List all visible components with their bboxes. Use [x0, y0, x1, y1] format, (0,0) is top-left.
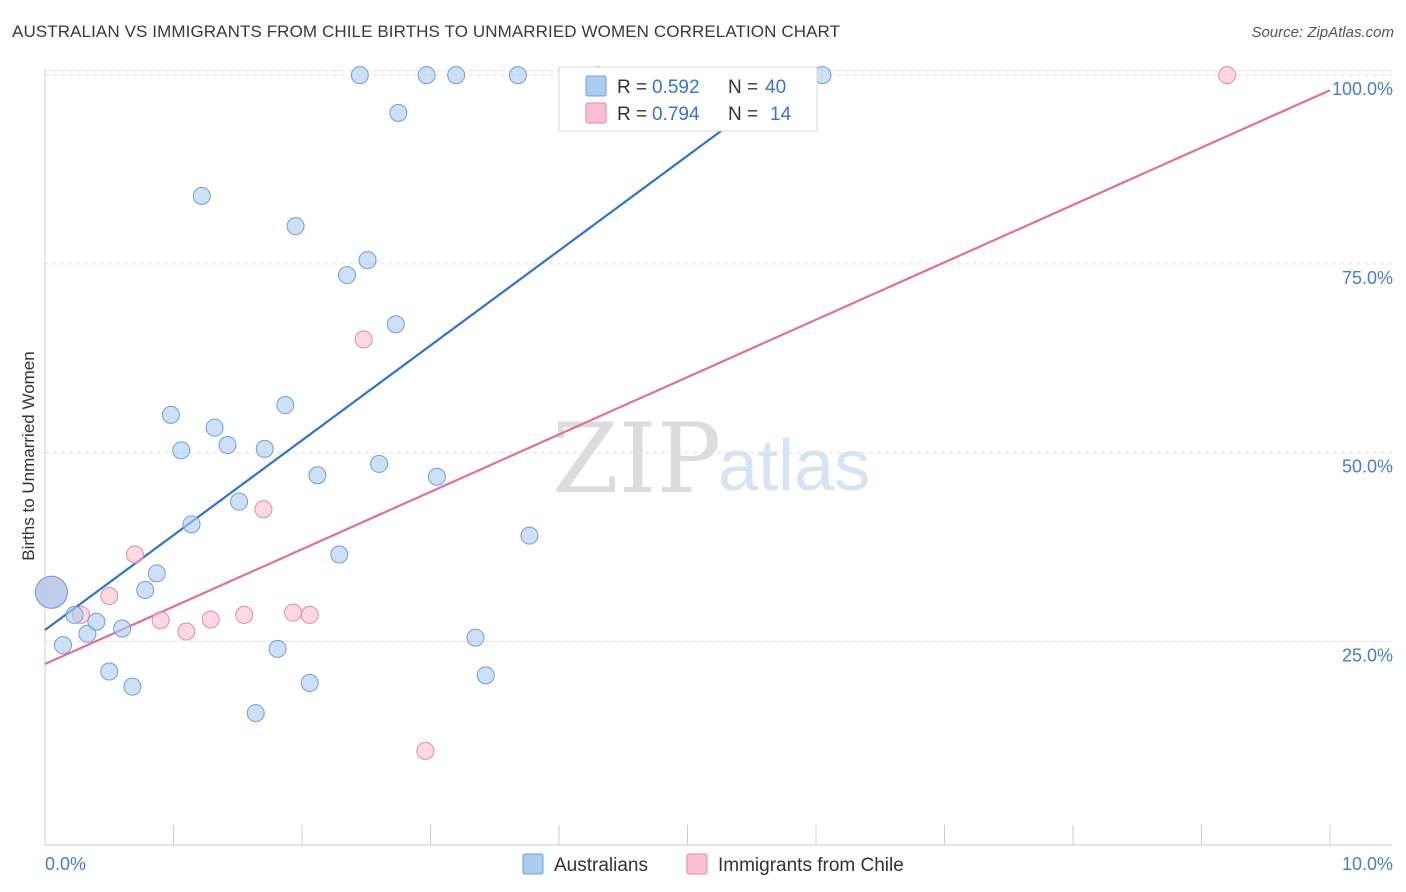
legend-swatch-chile	[585, 102, 607, 124]
legend-r-value: 0.592	[652, 77, 700, 98]
series-legend: Australians Immigrants from Chile	[522, 853, 904, 876]
point-australians	[300, 673, 319, 692]
x-tick-label: 0.0%	[45, 854, 86, 874]
point-australians	[192, 186, 211, 205]
point-chile	[284, 603, 303, 622]
point-australians	[337, 266, 356, 285]
point-australians	[230, 492, 249, 511]
point-australians	[350, 66, 369, 85]
trend-line-australians	[44, 74, 798, 631]
legend-label-chile: Immigrants from Chile	[718, 855, 904, 876]
y-tick-label: 25.0%	[1342, 645, 1393, 665]
y-axis-label: Births to Unmarried Women	[19, 351, 38, 560]
point-australians	[255, 439, 274, 458]
point-australians	[147, 564, 166, 583]
axes	[44, 70, 1392, 846]
point-chile	[416, 741, 435, 760]
point-chile	[354, 330, 373, 349]
point-chile	[177, 622, 196, 641]
watermark-atlas: atlas	[718, 426, 870, 506]
point-australians	[182, 515, 201, 534]
point-australians	[172, 441, 191, 460]
point-australians	[136, 581, 155, 600]
x-tick-labels: 0.0% 10.0%	[45, 854, 1393, 874]
point-australians	[427, 467, 446, 486]
point-australians	[370, 454, 389, 473]
point-australians	[34, 575, 68, 609]
y-tick-label: 75.0%	[1342, 268, 1393, 288]
legend-n-value: 14	[770, 104, 792, 125]
point-chile	[201, 610, 220, 629]
point-australians	[113, 619, 132, 638]
stats-legend: R = 0.592 N = 40 R = 0.794 N = 14	[558, 66, 818, 132]
point-australians	[308, 466, 327, 485]
point-chile	[100, 587, 119, 606]
chart-title: AUSTRALIAN VS IMMIGRANTS FROM CHILE BIRT…	[12, 22, 841, 41]
point-australians	[476, 666, 495, 685]
point-australians	[389, 103, 408, 122]
point-australians	[417, 66, 436, 85]
y-tick-labels: 25.0% 50.0% 75.0% 100.0%	[1332, 79, 1393, 665]
point-australians	[53, 636, 72, 655]
point-chile	[300, 605, 319, 624]
y-tick-label: 50.0%	[1342, 457, 1393, 477]
y-tick-label: 100.0%	[1332, 79, 1393, 99]
legend-n-value: 40	[765, 77, 786, 98]
point-australians	[87, 612, 106, 631]
legend-r-label: R =	[617, 77, 647, 98]
legend-swatch-australians	[522, 853, 544, 875]
point-australians	[276, 396, 295, 415]
point-australians	[161, 405, 180, 424]
point-australians	[205, 418, 224, 437]
point-australians	[123, 677, 142, 696]
trend-line-chile	[44, 89, 1331, 666]
watermark: ZIP atlas	[552, 403, 870, 515]
point-australians	[447, 66, 466, 85]
legend-r-label: R =	[617, 104, 647, 125]
legend-r-value: 0.794	[652, 104, 700, 125]
point-chile	[235, 605, 254, 624]
point-australians	[386, 315, 405, 334]
point-chile	[1218, 66, 1237, 85]
trend-lines	[44, 74, 1331, 666]
watermark-zip: ZIP	[552, 403, 721, 515]
point-australians	[65, 605, 84, 624]
point-australians	[466, 628, 485, 647]
point-australians	[286, 217, 305, 236]
point-australians	[330, 545, 349, 564]
point-australians	[246, 704, 265, 723]
legend-label-australians: Australians	[554, 855, 648, 876]
point-australians	[358, 251, 377, 270]
point-australians	[508, 66, 527, 85]
point-chile	[254, 500, 273, 519]
point-chile	[125, 545, 144, 564]
legend-swatch-australians	[585, 75, 607, 97]
legend-n-label: N =	[728, 77, 758, 98]
source-label: Source: ZipAtlas.com	[1251, 24, 1394, 41]
point-australians	[100, 662, 119, 681]
x-tick-label: 10.0%	[1342, 854, 1393, 874]
point-chile	[151, 611, 170, 630]
legend-swatch-chile	[686, 853, 708, 875]
point-australians	[78, 624, 97, 643]
point-australians	[268, 639, 287, 658]
point-australians	[218, 436, 237, 455]
grid-lines	[45, 70, 1392, 642]
legend-n-label: N =	[728, 104, 758, 125]
point-australians	[520, 526, 539, 545]
